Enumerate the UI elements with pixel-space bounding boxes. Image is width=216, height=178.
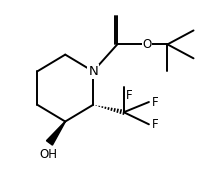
Text: F: F	[152, 118, 158, 131]
Text: OH: OH	[40, 148, 57, 161]
Polygon shape	[46, 121, 65, 145]
Text: N: N	[88, 65, 98, 78]
Text: F: F	[152, 96, 158, 109]
Text: F: F	[126, 89, 133, 102]
Text: O: O	[142, 38, 152, 51]
